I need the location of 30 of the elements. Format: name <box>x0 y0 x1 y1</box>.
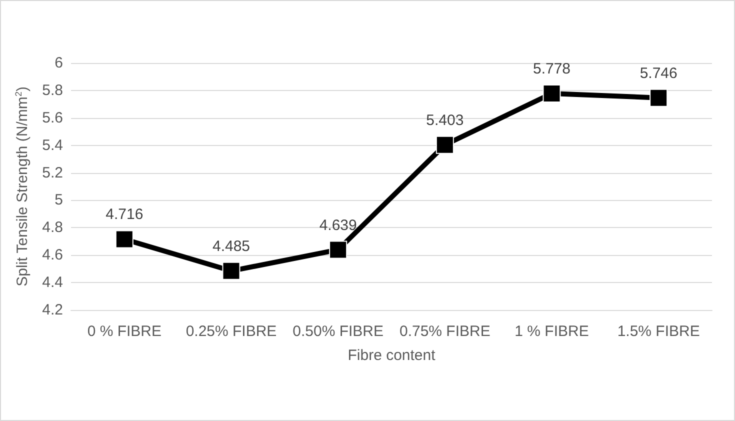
x-tick-label: 0 % FIBRE <box>87 323 162 340</box>
point <box>222 262 240 280</box>
data-label: 5.778 <box>532 60 571 78</box>
y-tick-label: 5 <box>54 192 63 209</box>
y-axis-title: Split Tensile Strength (N/mm2) <box>14 86 31 286</box>
point <box>329 240 348 259</box>
data-label: 4.485 <box>212 238 250 255</box>
x-tick-label: 0.25% FIBRE <box>186 323 277 340</box>
y-tick-label: 5.4 <box>42 136 63 154</box>
point <box>542 84 561 102</box>
y-tick-label: 4.2 <box>42 302 63 318</box>
y-tick-label: 4.4 <box>42 274 63 292</box>
point <box>115 230 134 248</box>
data-label: 5.403 <box>426 112 464 129</box>
y-tick-label: 6 <box>54 54 63 72</box>
data-label: 4.716 <box>106 206 144 224</box>
x-tick-label: 1 % FIBRE <box>514 323 589 340</box>
y-tick-label: 5.8 <box>42 82 63 99</box>
data-label: 5.746 <box>640 64 678 82</box>
x-tick-label: 1.5% FIBRE <box>617 323 700 340</box>
x-axis-title: Fibre content <box>348 347 436 364</box>
y-tick-label: 4.8 <box>42 219 63 236</box>
y-tick-label: 4.6 <box>42 246 63 264</box>
data-label: 4.639 <box>319 216 357 234</box>
y-tick-label: 5.6 <box>42 109 63 126</box>
y-tick-label: 5.2 <box>42 164 63 182</box>
x-tick-label: 0.75% FIBRE <box>399 323 490 340</box>
x-tick-label: 0.50% FIBRE <box>292 323 384 340</box>
point <box>650 88 668 107</box>
point <box>436 136 454 154</box>
